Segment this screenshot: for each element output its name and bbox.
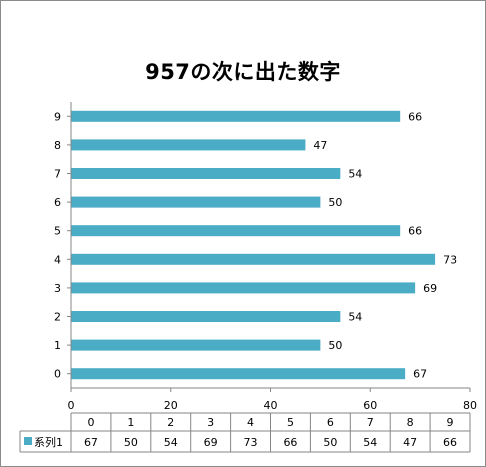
data-label: 73 bbox=[443, 253, 457, 266]
legend-key bbox=[24, 437, 32, 445]
bar bbox=[71, 196, 321, 208]
x-tick-label: 40 bbox=[264, 399, 278, 412]
bar bbox=[71, 311, 341, 322]
data-label: 66 bbox=[408, 110, 422, 123]
data-label: 66 bbox=[408, 225, 422, 238]
bar bbox=[71, 253, 436, 265]
table-header-cell: 3 bbox=[207, 416, 214, 429]
y-tick-label: 3 bbox=[54, 282, 61, 295]
y-tick-label: 1 bbox=[54, 339, 61, 352]
table-header-cell: 0 bbox=[87, 416, 94, 429]
y-tick-label: 6 bbox=[54, 196, 61, 209]
x-tick-label: 80 bbox=[463, 399, 477, 412]
data-label: 69 bbox=[423, 282, 437, 295]
y-tick-label: 0 bbox=[54, 368, 61, 381]
table-value-cell: 66 bbox=[443, 436, 457, 449]
table-header-cell: 1 bbox=[127, 416, 134, 429]
table-header-cell: 2 bbox=[167, 416, 174, 429]
x-tick-label: 0 bbox=[68, 399, 75, 412]
y-tick-label: 2 bbox=[54, 311, 61, 324]
data-label: 67 bbox=[413, 368, 427, 381]
table-value-cell: 73 bbox=[244, 436, 258, 449]
bar bbox=[71, 282, 416, 294]
table-value-cell: 67 bbox=[84, 436, 98, 449]
table-value-cell: 66 bbox=[283, 436, 297, 449]
data-label: 50 bbox=[328, 339, 342, 352]
table-value-cell: 47 bbox=[403, 436, 417, 449]
x-tick-label: 20 bbox=[164, 399, 178, 412]
data-label: 54 bbox=[348, 311, 362, 324]
table-value-cell: 50 bbox=[124, 436, 138, 449]
x-tick-label: 60 bbox=[363, 399, 377, 412]
table-header-cell: 8 bbox=[407, 416, 414, 429]
table-value-cell: 54 bbox=[164, 436, 178, 449]
y-tick-label: 4 bbox=[54, 253, 61, 266]
bar bbox=[71, 339, 321, 351]
bar bbox=[71, 168, 341, 179]
data-label: 50 bbox=[328, 196, 342, 209]
table-header-cell: 5 bbox=[287, 416, 294, 429]
legend-series-name: 系列1 bbox=[34, 435, 63, 449]
table-header-cell: 4 bbox=[247, 416, 254, 429]
bar bbox=[71, 368, 406, 380]
table-header-cell: 6 bbox=[327, 416, 334, 429]
y-tick-label: 8 bbox=[54, 139, 61, 152]
data-label: 47 bbox=[313, 139, 327, 152]
y-tick-label: 7 bbox=[54, 168, 61, 181]
y-tick-label: 9 bbox=[54, 110, 61, 123]
table-header-cell: 7 bbox=[367, 416, 374, 429]
bar bbox=[71, 110, 401, 122]
data-label: 54 bbox=[348, 168, 362, 181]
chart-title: 957の次に出た数字 bbox=[145, 60, 341, 84]
table-value-cell: 50 bbox=[323, 436, 337, 449]
bar bbox=[71, 225, 401, 237]
table-value-cell: 69 bbox=[204, 436, 218, 449]
table-header-cell: 9 bbox=[447, 416, 454, 429]
y-tick-label: 5 bbox=[54, 225, 61, 238]
table-value-cell: 54 bbox=[363, 436, 377, 449]
bar bbox=[71, 139, 306, 151]
